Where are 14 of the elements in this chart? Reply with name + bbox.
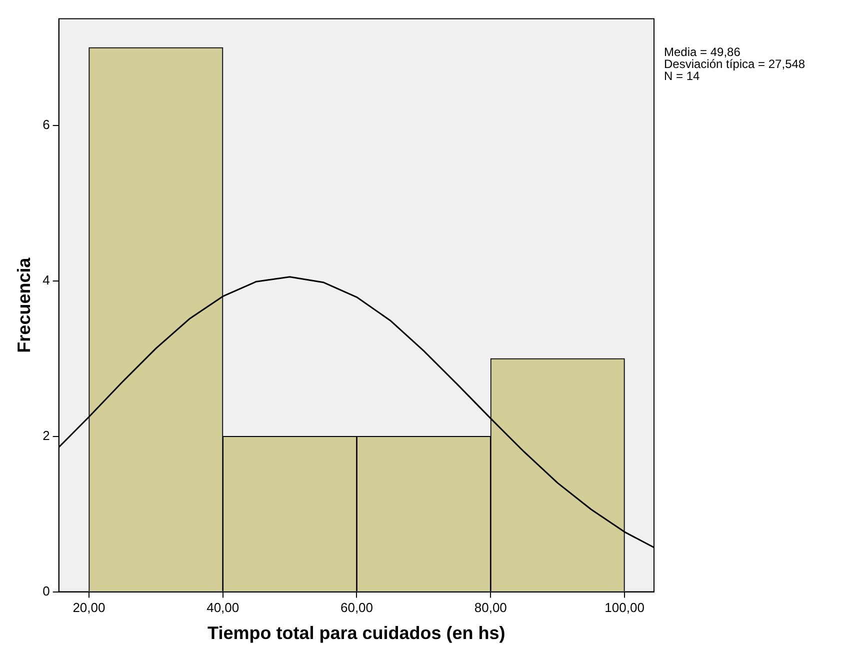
x-tick-label: 100,00 [604,600,644,616]
y-tick-label: 6 [42,116,50,132]
x-axis-title: Tiempo total para cuidados (en hs) [208,623,506,644]
x-tick-label: 40,00 [206,600,240,616]
text: Media = 49,86 [664,45,741,60]
text: N = 14 [664,69,700,84]
y-tick-label: 0 [42,583,50,598]
text: Desviación típica = 27,548 [664,57,806,72]
y-axis-title: Frecuencia [14,256,34,353]
x-tick-label: 60,00 [340,600,374,616]
y-tick-label: 4 [42,272,50,288]
y-tick-label: 2 [42,428,50,443]
x-tick-label: 20,00 [72,600,106,616]
x-tick-label: 80,00 [474,600,507,616]
